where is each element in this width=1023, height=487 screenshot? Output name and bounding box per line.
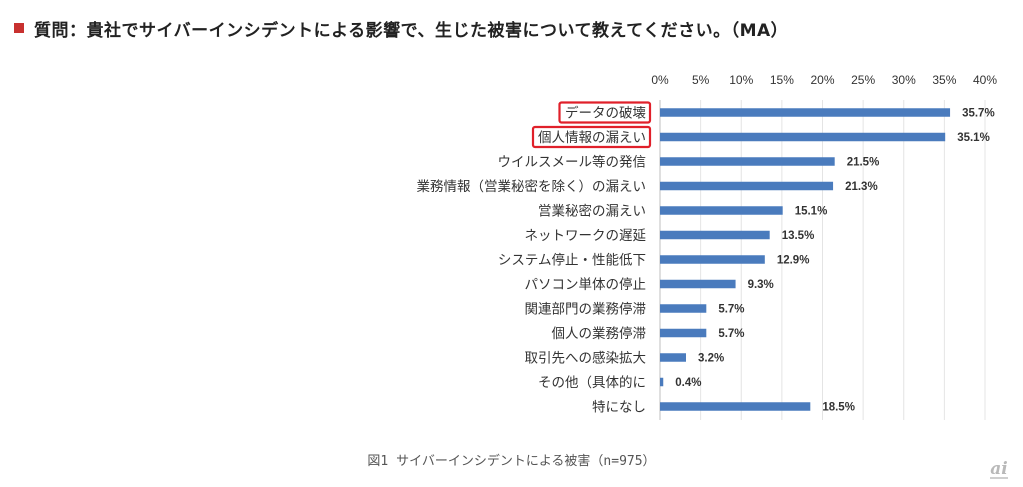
bar: [660, 353, 686, 362]
value-label: 3.2%: [698, 353, 724, 365]
x-tick-label: 20%: [810, 73, 834, 87]
category-label: 個人情報の漏えい: [538, 130, 646, 146]
bars: [660, 108, 951, 411]
x-tick-label: 35%: [932, 73, 956, 87]
bar: [660, 304, 707, 313]
bar: [660, 328, 707, 338]
category-label: パソコン単体の停止: [525, 276, 647, 293]
x-axis-ticks: 0% 5% 10% 15% 20% 25% 30% 35% 40%: [651, 73, 997, 87]
category-label: 個人の業務停滞: [552, 325, 647, 342]
bar: [660, 181, 834, 191]
value-label: 5.7%: [718, 328, 744, 340]
value-label: 35.1%: [957, 132, 990, 144]
category-label: ネットワークの遅延: [525, 228, 647, 244]
bar: [660, 108, 951, 117]
x-tick-label: 10%: [729, 73, 753, 87]
header-marker-icon: [14, 23, 24, 33]
logo-underline: [990, 477, 1008, 479]
question-header: 質問：貴社でサイバーインシデントによる影響で、生じた被害について教えてください。…: [14, 14, 788, 42]
x-tick-label: 15%: [770, 73, 794, 87]
bar: [660, 255, 765, 264]
highlight-box: [531, 125, 652, 149]
site-logo-icon: ai: [990, 459, 1008, 479]
highlight-boxes: [531, 101, 652, 149]
value-label: 35.7%: [962, 108, 995, 120]
logo-text: ai: [990, 459, 1007, 479]
category-label: 取引先への感染拡大: [525, 350, 647, 367]
value-label: 5.7%: [718, 304, 744, 316]
figure-caption: 図1 サイバーインシデントによる被害（n=975）: [367, 454, 656, 469]
value-label: 13.5%: [782, 230, 815, 242]
bar: [660, 279, 736, 289]
category-label: ウイルスメール等の発信: [498, 154, 647, 171]
question-title: 質問：貴社でサイバーインシデントによる影響で、生じた被害について教えてください。…: [34, 20, 789, 41]
x-tick-label: 25%: [851, 73, 875, 87]
value-label: 15.1%: [795, 206, 828, 218]
category-label: その他（具体的に: [538, 375, 646, 391]
value-label: 0.4%: [675, 377, 701, 389]
category-label: 業務情報（営業秘密を除く）の漏えい: [417, 178, 647, 195]
value-label: 21.5%: [847, 157, 880, 169]
x-tick-label: 5%: [692, 73, 710, 87]
category-label: システム停止・性能低下: [498, 252, 646, 269]
x-tick-label: 40%: [973, 73, 997, 87]
x-tick-label: 0%: [651, 73, 669, 87]
category-label: 特になし: [592, 400, 646, 416]
category-label: 関連部門の業務停滞: [525, 301, 647, 318]
category-label: 営業秘密の漏えい: [538, 203, 646, 220]
bar: [660, 157, 835, 166]
value-labels: 35.7% 35.1% 21.5% 21.3% 15.1% 13.5% 12.9%9.3% 5…: [675, 108, 994, 414]
value-label: 12.9%: [777, 255, 810, 267]
value-label: 21.3%: [845, 181, 878, 193]
bar: [660, 377, 664, 387]
bar-chart: 0% 5% 10% 15% 20% 25% 30% 35% 40% データの破壊個人情報の漏えい…: [417, 73, 997, 420]
category-label: データの破壊: [565, 105, 646, 122]
value-label: 9.3%: [748, 279, 774, 291]
bar: [660, 206, 783, 215]
x-tick-label: 30%: [892, 73, 916, 87]
bar: [660, 132, 946, 142]
bar: [660, 402, 811, 411]
value-label: 18.5%: [822, 402, 855, 414]
highlight-box: [558, 101, 652, 124]
category-labels: データの破壊個人情報の漏えいウイルスメール等の発信業務情報（営業秘密を除く）の漏…: [417, 105, 647, 416]
bar: [660, 230, 770, 240]
